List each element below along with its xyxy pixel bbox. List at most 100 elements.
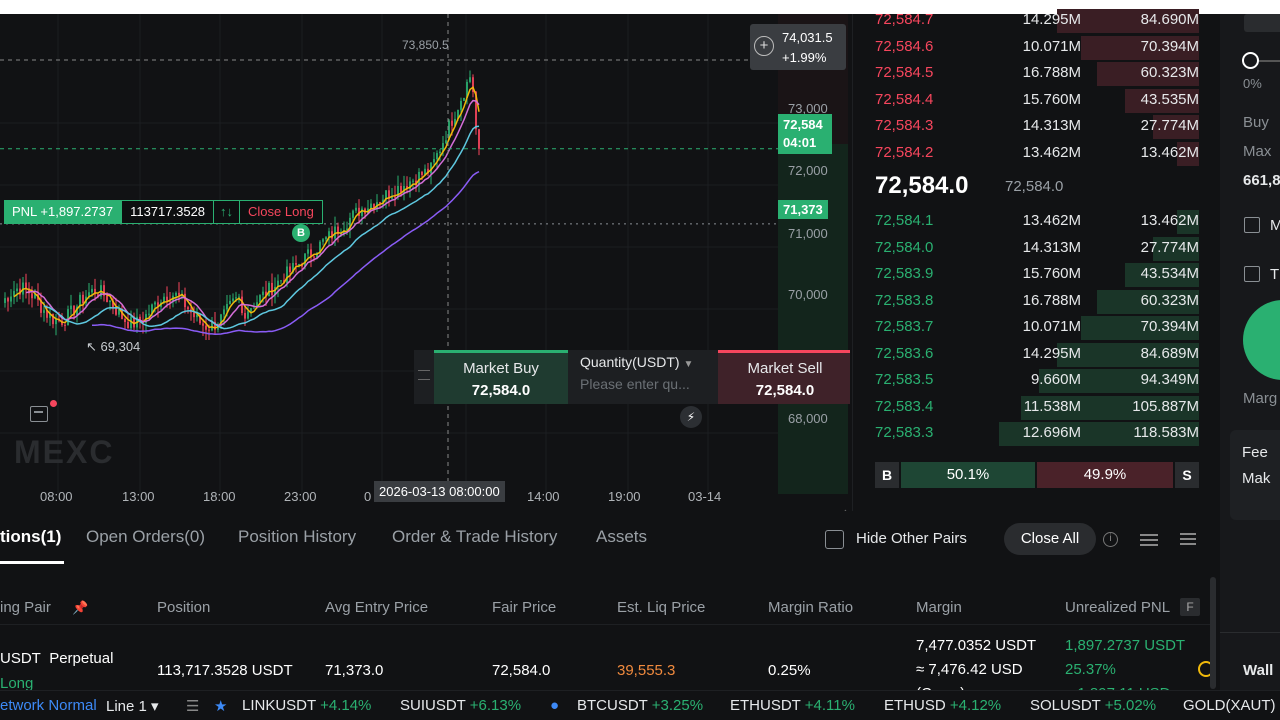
quantity-placeholder[interactable]: Please enter qu... xyxy=(580,376,690,392)
market-buy-button[interactable]: Market Buy 72,584.0 xyxy=(434,350,568,404)
ask-row[interactable]: 72,584.7 14.295M 84.690M xyxy=(853,8,1199,35)
mid-price[interactable]: 72,584.0 xyxy=(875,172,969,199)
crosshair-price: 74,031.5 +1.99% xyxy=(782,30,833,65)
bid-row[interactable]: 72,583.9 15.760M 43.534M xyxy=(853,262,1199,289)
buy-sell-ratio: B 50.1% 49.9% S xyxy=(875,462,1201,488)
bid-row[interactable]: 72,583.6 14.295M 84.689M xyxy=(853,342,1199,369)
candle-body xyxy=(325,237,327,240)
candle-body xyxy=(358,207,360,216)
chevron-down-icon[interactable]: ▼ xyxy=(683,359,694,370)
price-chart[interactable]: MEXC 73,850.5 ↖ 69,304 73,000 72,000 71,… xyxy=(0,14,850,511)
quantity-input[interactable]: Quantity(USDT) ▼ Please enter qu... xyxy=(580,354,693,392)
row-total: 43.535M xyxy=(1140,90,1199,108)
bid-row[interactable]: 72,584.1 13.462M 13.462M xyxy=(853,209,1199,236)
option-checkbox[interactable] xyxy=(1244,217,1260,233)
position-line-bar[interactable]: PNL +1,897.2737 113717.3528 ↑↓ Close Lon… xyxy=(4,200,323,224)
ask-row[interactable]: 72,584.6 10.071M 70.394M xyxy=(853,35,1199,62)
candle-body xyxy=(157,302,159,307)
star-icon[interactable]: ★ xyxy=(214,698,228,715)
ask-row[interactable]: 72,584.5 16.788M 60.323M xyxy=(853,61,1199,88)
scrollbar[interactable] xyxy=(1210,577,1216,689)
maker-label: Mak xyxy=(1242,470,1271,487)
row-qty: 14.295M xyxy=(1022,11,1081,28)
market-sell-price: 72,584.0 xyxy=(755,382,815,399)
drag-handle-icon[interactable] xyxy=(418,370,430,380)
open-long-button[interactable] xyxy=(1243,300,1280,380)
bid-row[interactable]: 72,583.5 9.660M 94.349M xyxy=(853,368,1199,395)
row-total: 60.323M xyxy=(1140,64,1199,81)
candle-body xyxy=(4,298,6,303)
add-order-icon[interactable]: + xyxy=(754,36,774,56)
list-icon[interactable]: ☰ xyxy=(186,698,200,715)
tab-positions[interactable]: tions(1) xyxy=(0,527,62,546)
ask-row[interactable]: 72,584.3 14.313M 27.774M xyxy=(853,114,1199,141)
candle-body xyxy=(361,208,363,216)
tab-open-orders[interactable]: Open Orders(0) xyxy=(86,527,206,546)
candle-body xyxy=(310,249,312,257)
bid-row[interactable]: 72,583.3 12.696M 118.583M xyxy=(853,421,1199,448)
network-status: etwork Normal xyxy=(0,697,97,714)
ticker-item[interactable]: GOLD(XAUT) xyxy=(1183,697,1276,714)
row-price: 72,584.4 xyxy=(875,90,934,108)
slider-track[interactable] xyxy=(1259,60,1280,62)
resize-handle xyxy=(844,509,847,511)
close-long-button[interactable]: Close Long xyxy=(240,200,323,224)
candle-body xyxy=(202,323,204,326)
market-sell-button[interactable]: Market Sell 72,584.0 xyxy=(718,350,850,404)
bid-row[interactable]: 72,584.0 14.313M 27.774M xyxy=(853,236,1199,263)
pin-icon[interactable]: 📌 xyxy=(72,600,89,615)
slider-handle[interactable] xyxy=(1242,52,1259,69)
ticker-item[interactable]: SOLUSDT +5.02% xyxy=(1030,697,1157,714)
tp-sl-checkbox[interactable] xyxy=(1244,266,1260,282)
candle-body xyxy=(118,308,120,315)
row-total: 84.690M xyxy=(1140,11,1199,28)
ticker-item[interactable]: LINKUSDT +4.14% xyxy=(242,697,372,714)
f-badge[interactable]: F xyxy=(1180,598,1200,616)
ticker-item[interactable]: BTCUSDT +3.25% xyxy=(577,697,704,714)
ticker-item[interactable]: SUIUSDT +6.13% xyxy=(400,697,522,714)
row-pair[interactable]: USDT Perpetual xyxy=(0,650,114,667)
candle-body xyxy=(424,168,426,175)
depth-bar xyxy=(1057,342,1199,367)
candle-body xyxy=(223,309,225,315)
depth-bar xyxy=(1039,369,1199,393)
calendar-icon[interactable] xyxy=(30,406,48,422)
ticker-item[interactable]: ETHUSD +4.12% xyxy=(884,697,1002,714)
candle-body xyxy=(292,263,294,273)
filter-settings-icon[interactable] xyxy=(1140,532,1158,547)
top-tab[interactable] xyxy=(1244,14,1280,32)
row-total: 27.774M xyxy=(1140,238,1199,256)
candle-body xyxy=(469,77,471,82)
row-position: 113,717.3528 USDT xyxy=(157,662,293,679)
candle-body xyxy=(154,302,156,305)
reverse-position-icon[interactable]: ↑↓ xyxy=(214,200,241,224)
candle-body xyxy=(397,186,399,198)
menu-icon[interactable] xyxy=(1180,533,1196,546)
lightning-icon[interactable]: ⚡ xyxy=(680,406,702,428)
tab-order-trade-history[interactable]: Order & Trade History xyxy=(392,527,558,546)
hide-other-pairs-label[interactable]: Hide Other Pairs xyxy=(856,530,967,547)
tab-assets[interactable]: Assets xyxy=(596,527,648,546)
tab-position-history[interactable]: Position History xyxy=(238,527,357,546)
row-qty: 16.788M xyxy=(1022,291,1081,309)
row-total: 94.349M xyxy=(1140,371,1199,388)
buy-marker[interactable]: B xyxy=(292,224,310,242)
candlestick-chart[interactable] xyxy=(0,14,850,511)
row-qty: 14.313M xyxy=(1022,117,1081,134)
close-all-button[interactable]: Close All xyxy=(1004,523,1096,555)
hide-other-pairs-checkbox[interactable] xyxy=(825,530,844,549)
candle-body xyxy=(307,249,309,254)
bid-row[interactable]: 72,583.7 10.071M 70.394M xyxy=(853,315,1199,342)
candle-body xyxy=(250,308,252,312)
info-icon[interactable]: i xyxy=(1103,532,1118,547)
ask-row[interactable]: 72,584.4 15.760M 43.535M xyxy=(853,88,1199,115)
line-selector[interactable]: Line 1 ▾ xyxy=(106,698,159,715)
depth-bar xyxy=(1125,88,1199,113)
slider-percent: 0% xyxy=(1243,76,1262,91)
ask-row[interactable]: 72,584.2 13.462M 13.462M xyxy=(853,141,1199,168)
crosshair-price-box[interactable]: + 74,031.5 +1.99% xyxy=(750,24,846,70)
bid-row[interactable]: 72,583.8 16.788M 60.323M xyxy=(853,289,1199,316)
header-pair: ing Pair xyxy=(0,599,51,616)
bid-row[interactable]: 72,583.4 11.538M 105.887M xyxy=(853,395,1199,422)
ticker-item[interactable]: ETHUSDT +4.11% xyxy=(730,697,855,714)
